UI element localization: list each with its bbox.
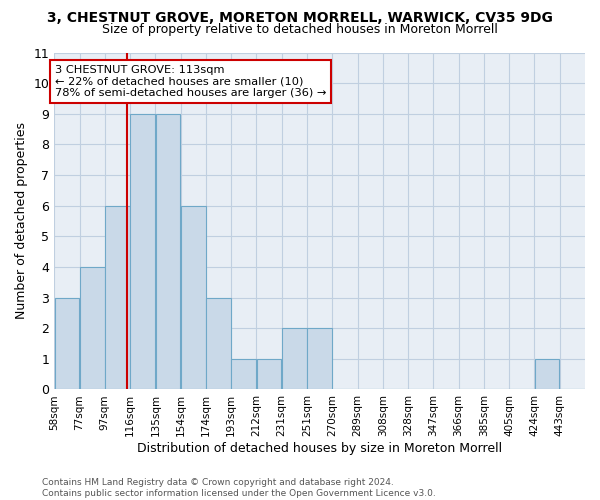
Text: Contains HM Land Registry data © Crown copyright and database right 2024.
Contai: Contains HM Land Registry data © Crown c… bbox=[42, 478, 436, 498]
Text: 3 CHESTNUT GROVE: 113sqm
← 22% of detached houses are smaller (10)
78% of semi-d: 3 CHESTNUT GROVE: 113sqm ← 22% of detach… bbox=[55, 65, 326, 98]
Y-axis label: Number of detached properties: Number of detached properties bbox=[15, 122, 28, 320]
X-axis label: Distribution of detached houses by size in Moreton Morrell: Distribution of detached houses by size … bbox=[137, 442, 502, 455]
Bar bbox=[130, 114, 155, 390]
Bar bbox=[282, 328, 307, 390]
Bar bbox=[181, 206, 206, 390]
Bar bbox=[105, 206, 130, 390]
Bar bbox=[257, 359, 281, 390]
Bar bbox=[80, 267, 104, 390]
Bar bbox=[535, 359, 559, 390]
Bar bbox=[206, 298, 231, 390]
Text: Size of property relative to detached houses in Moreton Morrell: Size of property relative to detached ho… bbox=[102, 22, 498, 36]
Text: 3, CHESTNUT GROVE, MORETON MORRELL, WARWICK, CV35 9DG: 3, CHESTNUT GROVE, MORETON MORRELL, WARW… bbox=[47, 12, 553, 26]
Bar bbox=[232, 359, 256, 390]
Bar bbox=[307, 328, 332, 390]
Bar bbox=[155, 114, 181, 390]
Bar bbox=[55, 298, 79, 390]
